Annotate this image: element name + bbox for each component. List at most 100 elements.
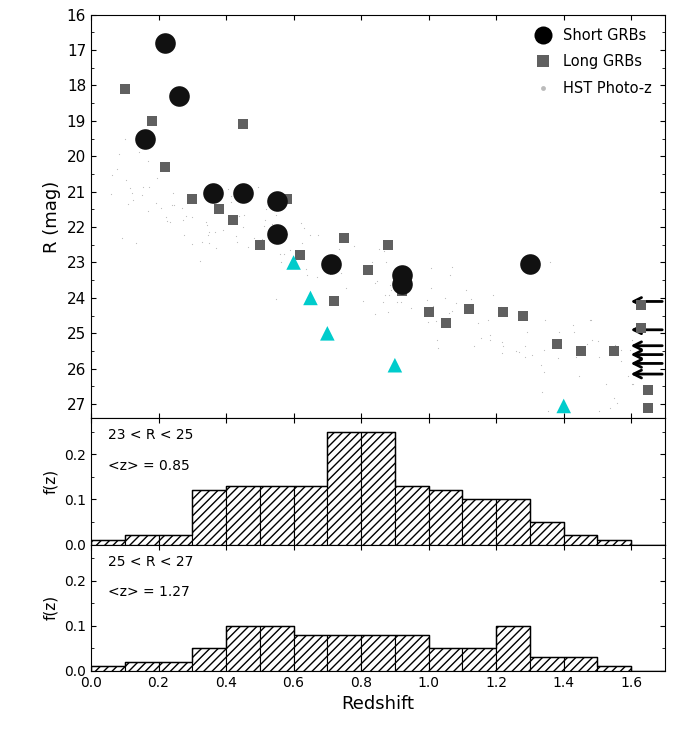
Long GRBs [339,232,350,243]
HST Photo-z [260,203,272,214]
HST Photo-z [594,405,605,417]
HST Photo-z [285,244,296,256]
HST Photo-z [113,148,125,160]
HST Photo-z [324,268,335,280]
HST Photo-z [358,295,369,307]
HST Photo-z [427,300,438,312]
HST Photo-z [601,378,612,390]
HST Photo-z [552,352,564,364]
Bar [361,432,395,545]
HST Photo-z [624,344,635,356]
Long GRBs [271,228,282,240]
HST Photo-z [197,236,208,248]
HST Photo-z [195,255,206,267]
HST Photo-z [395,296,407,308]
HST Photo-z [451,297,462,308]
Bar [328,635,361,671]
HST Photo-z [162,215,173,227]
HST Photo-z [370,308,381,320]
HST Photo-z [496,302,507,313]
Bar [193,491,226,545]
Bar [226,625,260,671]
HST Photo-z [178,214,189,225]
HST Photo-z [374,243,385,255]
HST Photo-z [444,269,456,281]
Bar [598,540,631,545]
HST Photo-z [426,282,437,294]
HST Photo-z [142,205,153,217]
HST Photo-z [276,257,287,268]
Long GRBs [609,346,620,357]
Bar [530,522,564,545]
HST Photo-z [605,402,616,414]
HST Photo-z [544,256,555,268]
Long GRBs [187,193,198,205]
HST Photo-z [608,392,620,404]
Bar [125,536,158,545]
Long GRBs [396,285,407,297]
HST Photo-z [160,211,172,223]
HST Photo-z [371,275,382,286]
HST Photo-z [615,344,626,356]
Text: 25 < R < 27: 25 < R < 27 [108,555,194,569]
HST Photo-z [233,210,244,222]
Legend: Short GRBs, Long GRBs, HST Photo-z: Short GRBs, Long GRBs, HST Photo-z [522,22,658,102]
HST Photo-z [167,187,178,199]
HST Photo-z [238,209,249,221]
HST Photo-z [444,308,455,319]
Bar [463,499,496,545]
HST Photo-z [475,332,486,343]
HST Photo-z [187,211,198,222]
Bar [293,635,328,671]
Point [636,299,647,311]
HST Photo-z [519,309,530,321]
HST Photo-z [242,241,253,253]
HST Photo-z [278,192,289,204]
X-axis label: Redshift: Redshift [342,695,414,713]
Bar [158,536,193,545]
HST Photo-z [260,214,271,226]
HST Photo-z [426,262,437,274]
Short GRBs [237,187,248,199]
HST Photo-z [143,155,154,167]
Point [288,257,299,268]
Long GRBs [328,296,339,308]
HST Photo-z [151,171,162,183]
HST Photo-z [573,370,584,381]
HST Photo-z [349,241,360,252]
HST Photo-z [267,233,278,244]
HST Photo-z [554,326,565,338]
HST Photo-z [521,327,532,338]
HST Photo-z [636,347,647,359]
Long GRBs [237,119,248,130]
Long GRBs [423,306,434,318]
HST Photo-z [144,182,155,193]
HST Photo-z [432,335,443,346]
Bar [260,486,293,545]
Bar [395,635,428,671]
Text: 23 < R < 25: 23 < R < 25 [108,429,194,443]
HST Photo-z [281,228,292,240]
HST Photo-z [155,202,166,214]
HST Photo-z [225,214,236,226]
HST Photo-z [626,378,637,390]
Bar [530,657,564,671]
Y-axis label: R (mag): R (mag) [43,180,61,252]
HST Photo-z [586,314,597,326]
Short GRBs [160,37,171,49]
HST Photo-z [405,303,416,314]
Point [636,322,647,334]
HST Photo-z [136,189,148,200]
HST Photo-z [267,218,278,230]
Bar [91,666,125,671]
HST Photo-z [377,296,388,308]
Long GRBs [363,264,374,276]
HST Photo-z [536,359,547,371]
HST Photo-z [105,188,116,200]
HST Photo-z [386,284,397,296]
Long GRBs [552,338,563,350]
HST Photo-z [231,230,242,242]
Bar [193,648,226,671]
HST Photo-z [200,217,211,228]
Long GRBs [575,346,586,357]
